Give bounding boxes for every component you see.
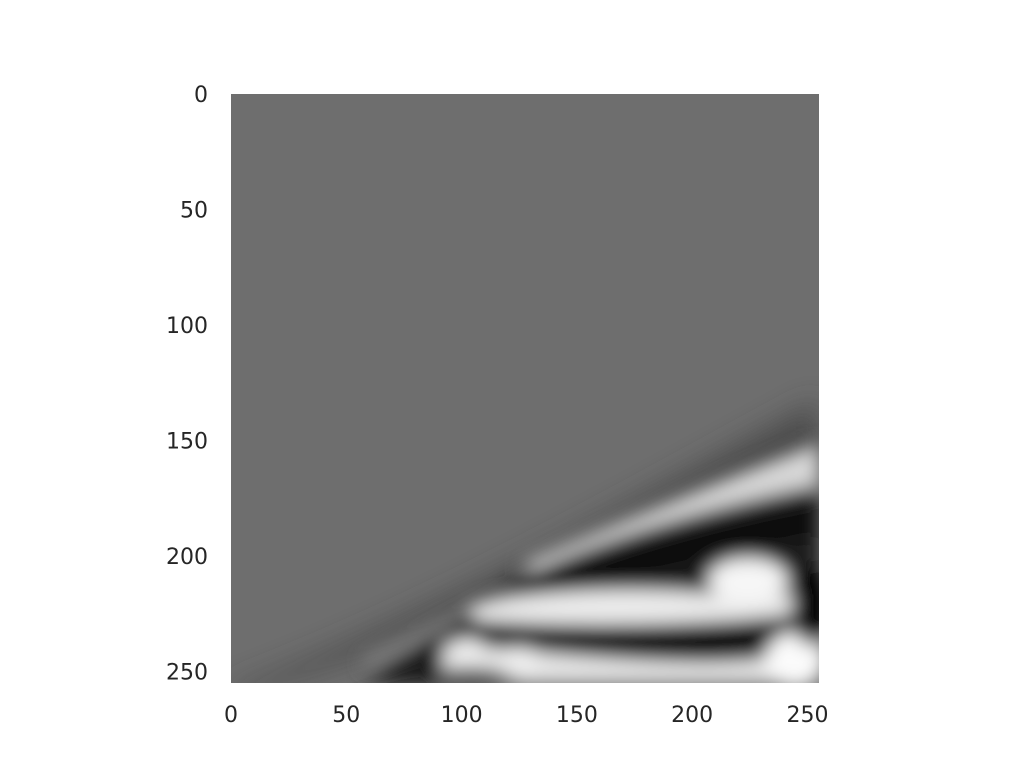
y-tick-label: 150 (166, 429, 208, 454)
x-tick-label: 250 (786, 703, 828, 728)
y-tick-label: 200 (166, 545, 208, 570)
x-tick-label: 100 (441, 703, 483, 728)
y-tick-label: 250 (166, 660, 208, 685)
y-tick-label: 100 (166, 314, 208, 339)
heatmap-image (231, 94, 819, 683)
x-axis-ticks: 0 50 100 150 200 250 (224, 703, 828, 728)
y-axis-ticks: 0 50 100 150 200 250 (166, 83, 208, 685)
x-tick-label: 0 (224, 703, 238, 728)
y-tick-label: 50 (180, 198, 208, 223)
x-tick-label: 150 (556, 703, 598, 728)
y-tick-label: 0 (194, 83, 208, 108)
x-tick-label: 50 (332, 703, 360, 728)
x-tick-label: 200 (671, 703, 713, 728)
interference-bands (360, 440, 819, 683)
